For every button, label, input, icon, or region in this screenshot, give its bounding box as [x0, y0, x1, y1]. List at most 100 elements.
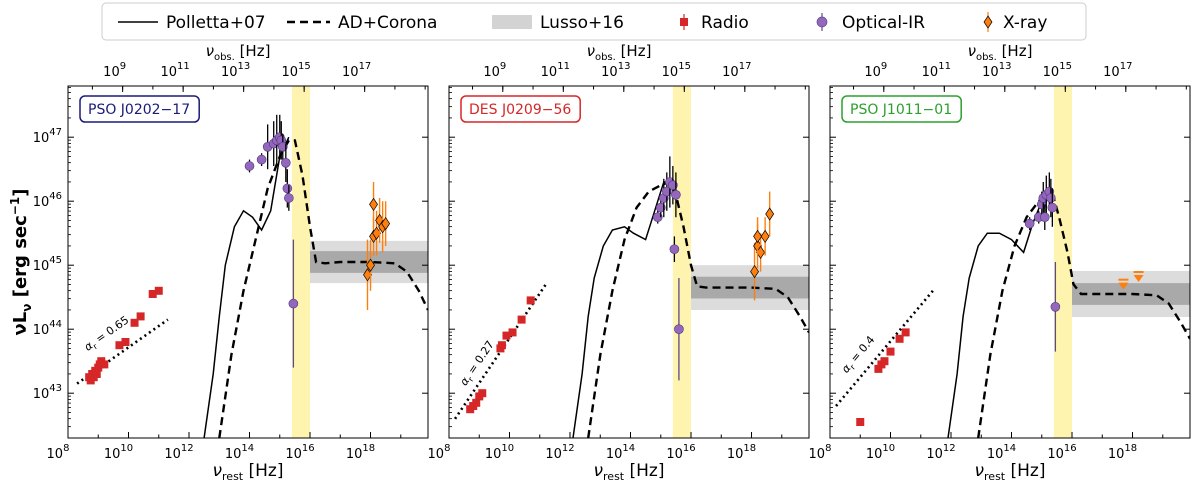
panel-2: αr = 0.4 108 1010 1012 1014 1016 1018 109 1011 10… [809, 42, 1191, 483]
xray-point [765, 207, 775, 221]
xray-point [753, 229, 762, 244]
y-tick-label: 1047 [33, 127, 62, 146]
top-x-tick-label: 1013 [221, 61, 250, 80]
legend-ad-corona-label: AD+Corona [338, 13, 437, 33]
polletta-template-curve [203, 136, 290, 438]
radio-point [130, 318, 139, 327]
optical-point [256, 154, 267, 165]
xray-point [366, 258, 375, 272]
ad-corona-curve [977, 193, 1190, 438]
top-x-tick-label: 109 [864, 61, 887, 80]
radio-point [472, 398, 481, 407]
panel-frame [67, 85, 429, 439]
x-axis-label: νrest [Hz] [594, 461, 665, 483]
top-x-tick-label: 109 [483, 61, 506, 80]
radio-point [154, 286, 163, 295]
panel-title-frame [841, 95, 962, 123]
radio-point [901, 328, 910, 337]
radio-point [895, 334, 904, 343]
top-x-tick-label: 1015 [282, 61, 311, 80]
radio-point [100, 360, 109, 369]
panel-title: PSO J0202−17 [88, 102, 190, 118]
x-tick-label: 108 [428, 443, 451, 462]
y-axis-label: νLν [erg sec−1] [8, 189, 34, 336]
radio-point [136, 312, 145, 321]
x-tick-label: 1012 [545, 443, 574, 462]
legend-polletta-label: Polletta+07 [166, 13, 266, 33]
x-tick-label: 1014 [987, 443, 1016, 462]
x-tick-label: 1014 [606, 443, 635, 462]
x-axis-label: νrest [Hz] [213, 461, 284, 483]
panel-title-box: PSO J1011−01 [841, 95, 962, 123]
radio-point [121, 338, 130, 346]
top-x-tick-label: 1011 [922, 61, 951, 80]
lusso-inner-band [1072, 283, 1190, 305]
radio-point [502, 331, 511, 340]
optical-point [277, 142, 288, 152]
top-x-tick-label: 109 [103, 61, 126, 80]
x-tick-label: 1012 [164, 443, 193, 462]
xray-point [750, 264, 759, 279]
optical-point [284, 193, 294, 203]
radio-point [526, 296, 535, 305]
top-x-tick-label: 1011 [161, 61, 190, 80]
radio-slope-line [76, 318, 169, 385]
top-x-tick-label: 1017 [722, 61, 751, 80]
panel-frame [829, 85, 1191, 439]
legend-frame [101, 2, 1087, 41]
legend-optical-label: Optical-IR [842, 13, 925, 33]
xray-point [369, 197, 378, 212]
panel-title-frame [460, 95, 581, 123]
uv-band [672, 86, 692, 438]
top-x-tick-label: 1011 [541, 61, 570, 80]
top-x-tick-label: 1017 [1103, 61, 1132, 80]
optical-point [1050, 301, 1061, 312]
optical-point [1046, 193, 1056, 203]
x-tick-label: 1010 [866, 443, 895, 462]
ad-corona-curve [587, 180, 809, 438]
radio-point [508, 328, 517, 337]
radio-point [886, 347, 895, 356]
y-tick-label: 1043 [33, 383, 62, 402]
ad-corona-curve [218, 139, 428, 438]
radio-slope-label: αr = 0.4 [839, 333, 879, 377]
optical-point [674, 324, 684, 335]
top-axis-label: νobs. [Hz] [968, 42, 1033, 63]
x-tick-label: 1010 [104, 443, 133, 462]
optical-point [1047, 202, 1058, 213]
panel-title: PSO J1011−01 [850, 102, 952, 118]
plot-area-2: αr = 0.4 [835, 86, 1190, 438]
y-tick-label: 1046 [33, 191, 62, 210]
optical-point [655, 202, 666, 213]
polletta-template-curve [572, 181, 670, 438]
panel-title-box: PSO J0202−17 [79, 95, 200, 123]
panel-frame [448, 85, 810, 439]
legend-radio-label: Radio [701, 13, 749, 33]
x-axis-label: νrest [Hz] [975, 461, 1046, 483]
optical-point [662, 186, 672, 197]
radio-point [874, 364, 883, 373]
optical-point [1039, 212, 1050, 222]
panel-title-frame [79, 95, 200, 123]
top-axis-label: νobs. [Hz] [587, 42, 652, 63]
radio-point [856, 418, 865, 426]
optical-point [669, 244, 680, 254]
x-tick-label: 1012 [926, 443, 955, 462]
x-tick-label: 1018 [346, 443, 375, 462]
legend-lusso-label: Lusso+16 [540, 13, 624, 33]
legend-xray-label: X-ray [1003, 13, 1047, 33]
panel-title: DES J0209−56 [469, 102, 571, 118]
x-tick-label: 1016 [1047, 443, 1076, 462]
radio-point [92, 370, 101, 378]
uv-band [291, 86, 311, 438]
optical-point [671, 190, 681, 200]
panel-title-box: DES J0209−56 [460, 95, 581, 123]
optical-point [1024, 218, 1035, 229]
xray-point [760, 229, 770, 244]
legend-lusso-swatch [492, 15, 532, 29]
x-tick-label: 1016 [285, 443, 314, 462]
radio-point [115, 341, 124, 350]
legend-xray-marker [983, 15, 993, 29]
